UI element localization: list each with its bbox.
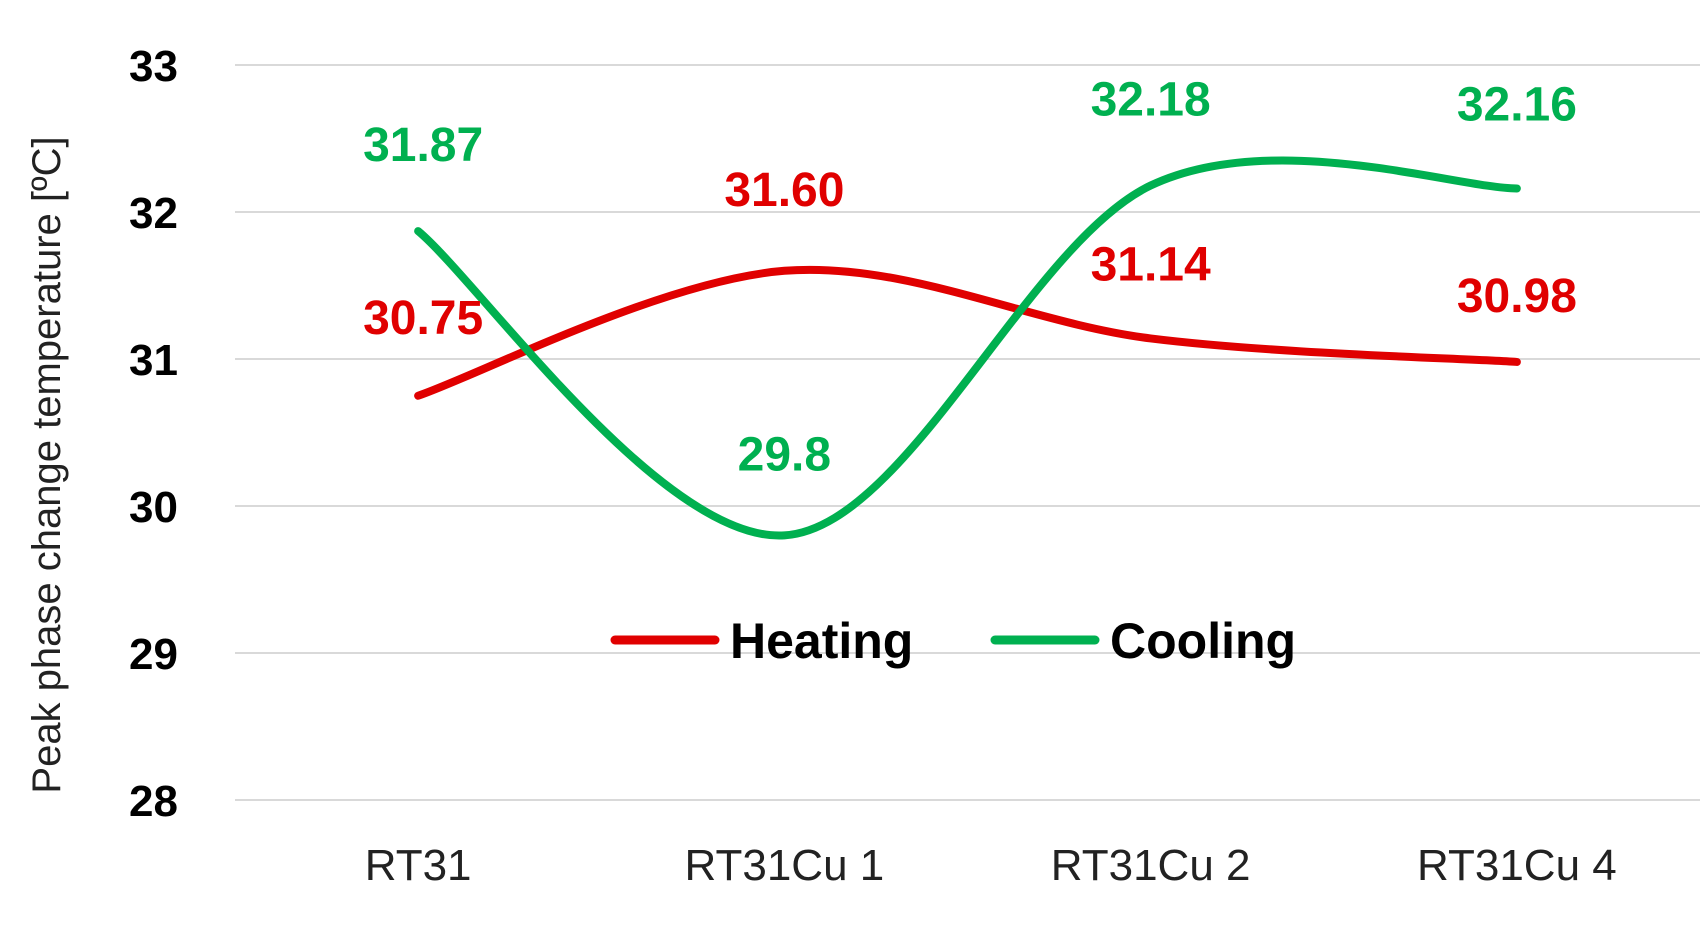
x-tick-label: RT31Cu 4: [1417, 841, 1617, 890]
data-label-heating: 30.98: [1457, 270, 1577, 323]
x-tick-label: RT31Cu 2: [1051, 841, 1251, 890]
x-axis-ticks: RT31 RT31Cu 1 RT31Cu 2 RT31Cu 4: [365, 841, 1617, 890]
data-label-cooling: 31.87: [363, 119, 483, 172]
data-label-cooling: 32.16: [1457, 78, 1577, 131]
x-tick-label: RT31: [365, 841, 472, 890]
y-tick-label: 31: [129, 336, 178, 385]
data-label-cooling: 32.18: [1091, 74, 1211, 127]
y-axis-ticks: 28 29 30 31 32 33: [129, 42, 178, 826]
y-tick-label: 33: [129, 42, 178, 91]
legend-label-cooling: Cooling: [1110, 613, 1296, 669]
data-label-cooling: 29.8: [738, 428, 831, 481]
series-line-cooling: [414, 156, 1521, 540]
data-labels: 30.75 31.60 31.14 30.98 31.87 29.8 32.18 32.16: [363, 74, 1577, 482]
data-label-heating: 31.14: [1091, 238, 1211, 291]
y-tick-label: 30: [129, 483, 178, 532]
data-label-heating: 31.60: [724, 164, 844, 217]
series-lines: [414, 156, 1521, 540]
series-line-heating: [414, 265, 1521, 400]
y-tick-label: 29: [129, 630, 178, 679]
data-label-heating: 30.75: [363, 292, 483, 345]
x-tick-label: RT31Cu 1: [685, 841, 885, 890]
legend: Heating Cooling: [610, 613, 1296, 669]
legend-label-heating: Heating: [730, 613, 913, 669]
y-tick-label: 32: [129, 189, 178, 238]
gridlines: [235, 64, 1700, 801]
y-axis-label: Peak phase change temperature [ºC]: [25, 136, 69, 793]
y-tick-label: 28: [129, 777, 178, 826]
